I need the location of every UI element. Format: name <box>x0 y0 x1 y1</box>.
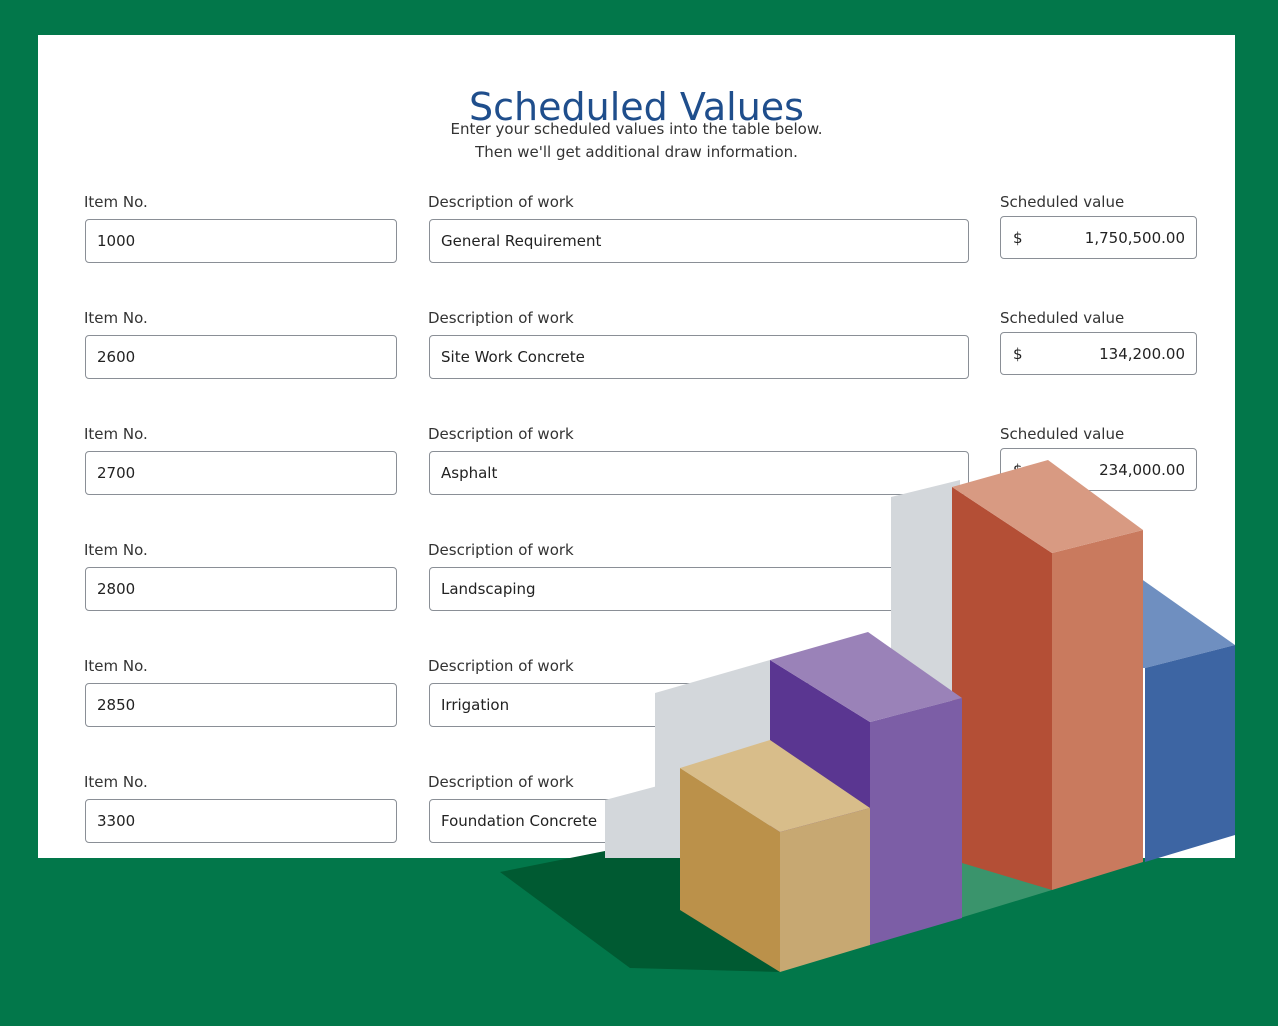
description-input[interactable]: Asphalt <box>429 451 969 495</box>
item-input[interactable]: 1000 <box>85 219 397 263</box>
value-label: Scheduled value <box>1000 193 1125 211</box>
description-label: Description of work <box>428 425 574 443</box>
description-label: Description of work <box>428 657 574 675</box>
value-input[interactable]: $1,750,500.00 <box>1000 216 1197 259</box>
item-label: Item No. <box>84 657 148 675</box>
description-label: Description of work <box>428 541 574 559</box>
value: 134,200.00 <box>1099 344 1185 363</box>
item-label: Item No. <box>84 425 148 443</box>
value: 1,750,500.00 <box>1084 228 1185 247</box>
description-label: Description of work <box>428 193 574 211</box>
item-input[interactable]: 2700 <box>85 451 397 495</box>
currency: $ <box>1013 344 1023 363</box>
currency: $ <box>1013 228 1023 247</box>
subtitle: Enter your scheduled values into the tab… <box>450 120 823 138</box>
item-label: Item No. <box>84 309 148 327</box>
description-label: Description of work <box>428 773 574 791</box>
description-input[interactable]: Landscaping <box>429 567 969 611</box>
item-input[interactable]: 3300 <box>85 799 397 843</box>
subtitle: Then we'll get additional draw informati… <box>475 143 798 161</box>
item-input[interactable]: 2850 <box>85 683 397 727</box>
description-input[interactable]: General Requirement <box>429 219 969 263</box>
item-label: Item No. <box>84 541 148 559</box>
item-input[interactable]: 2600 <box>85 335 397 379</box>
item-label: Item No. <box>84 193 148 211</box>
item-input[interactable]: 2800 <box>85 567 397 611</box>
value: 234,000.00 <box>1099 460 1185 479</box>
value-label: Scheduled value <box>1000 425 1125 443</box>
value-input[interactable]: $134,200.00 <box>1000 332 1197 375</box>
description-label: Description of work <box>428 309 574 327</box>
item-label: Item No. <box>84 773 148 791</box>
description-input[interactable]: Site Work Concrete <box>429 335 969 379</box>
title: Scheduled Values <box>469 85 804 129</box>
value-label: Scheduled value <box>1000 309 1125 327</box>
